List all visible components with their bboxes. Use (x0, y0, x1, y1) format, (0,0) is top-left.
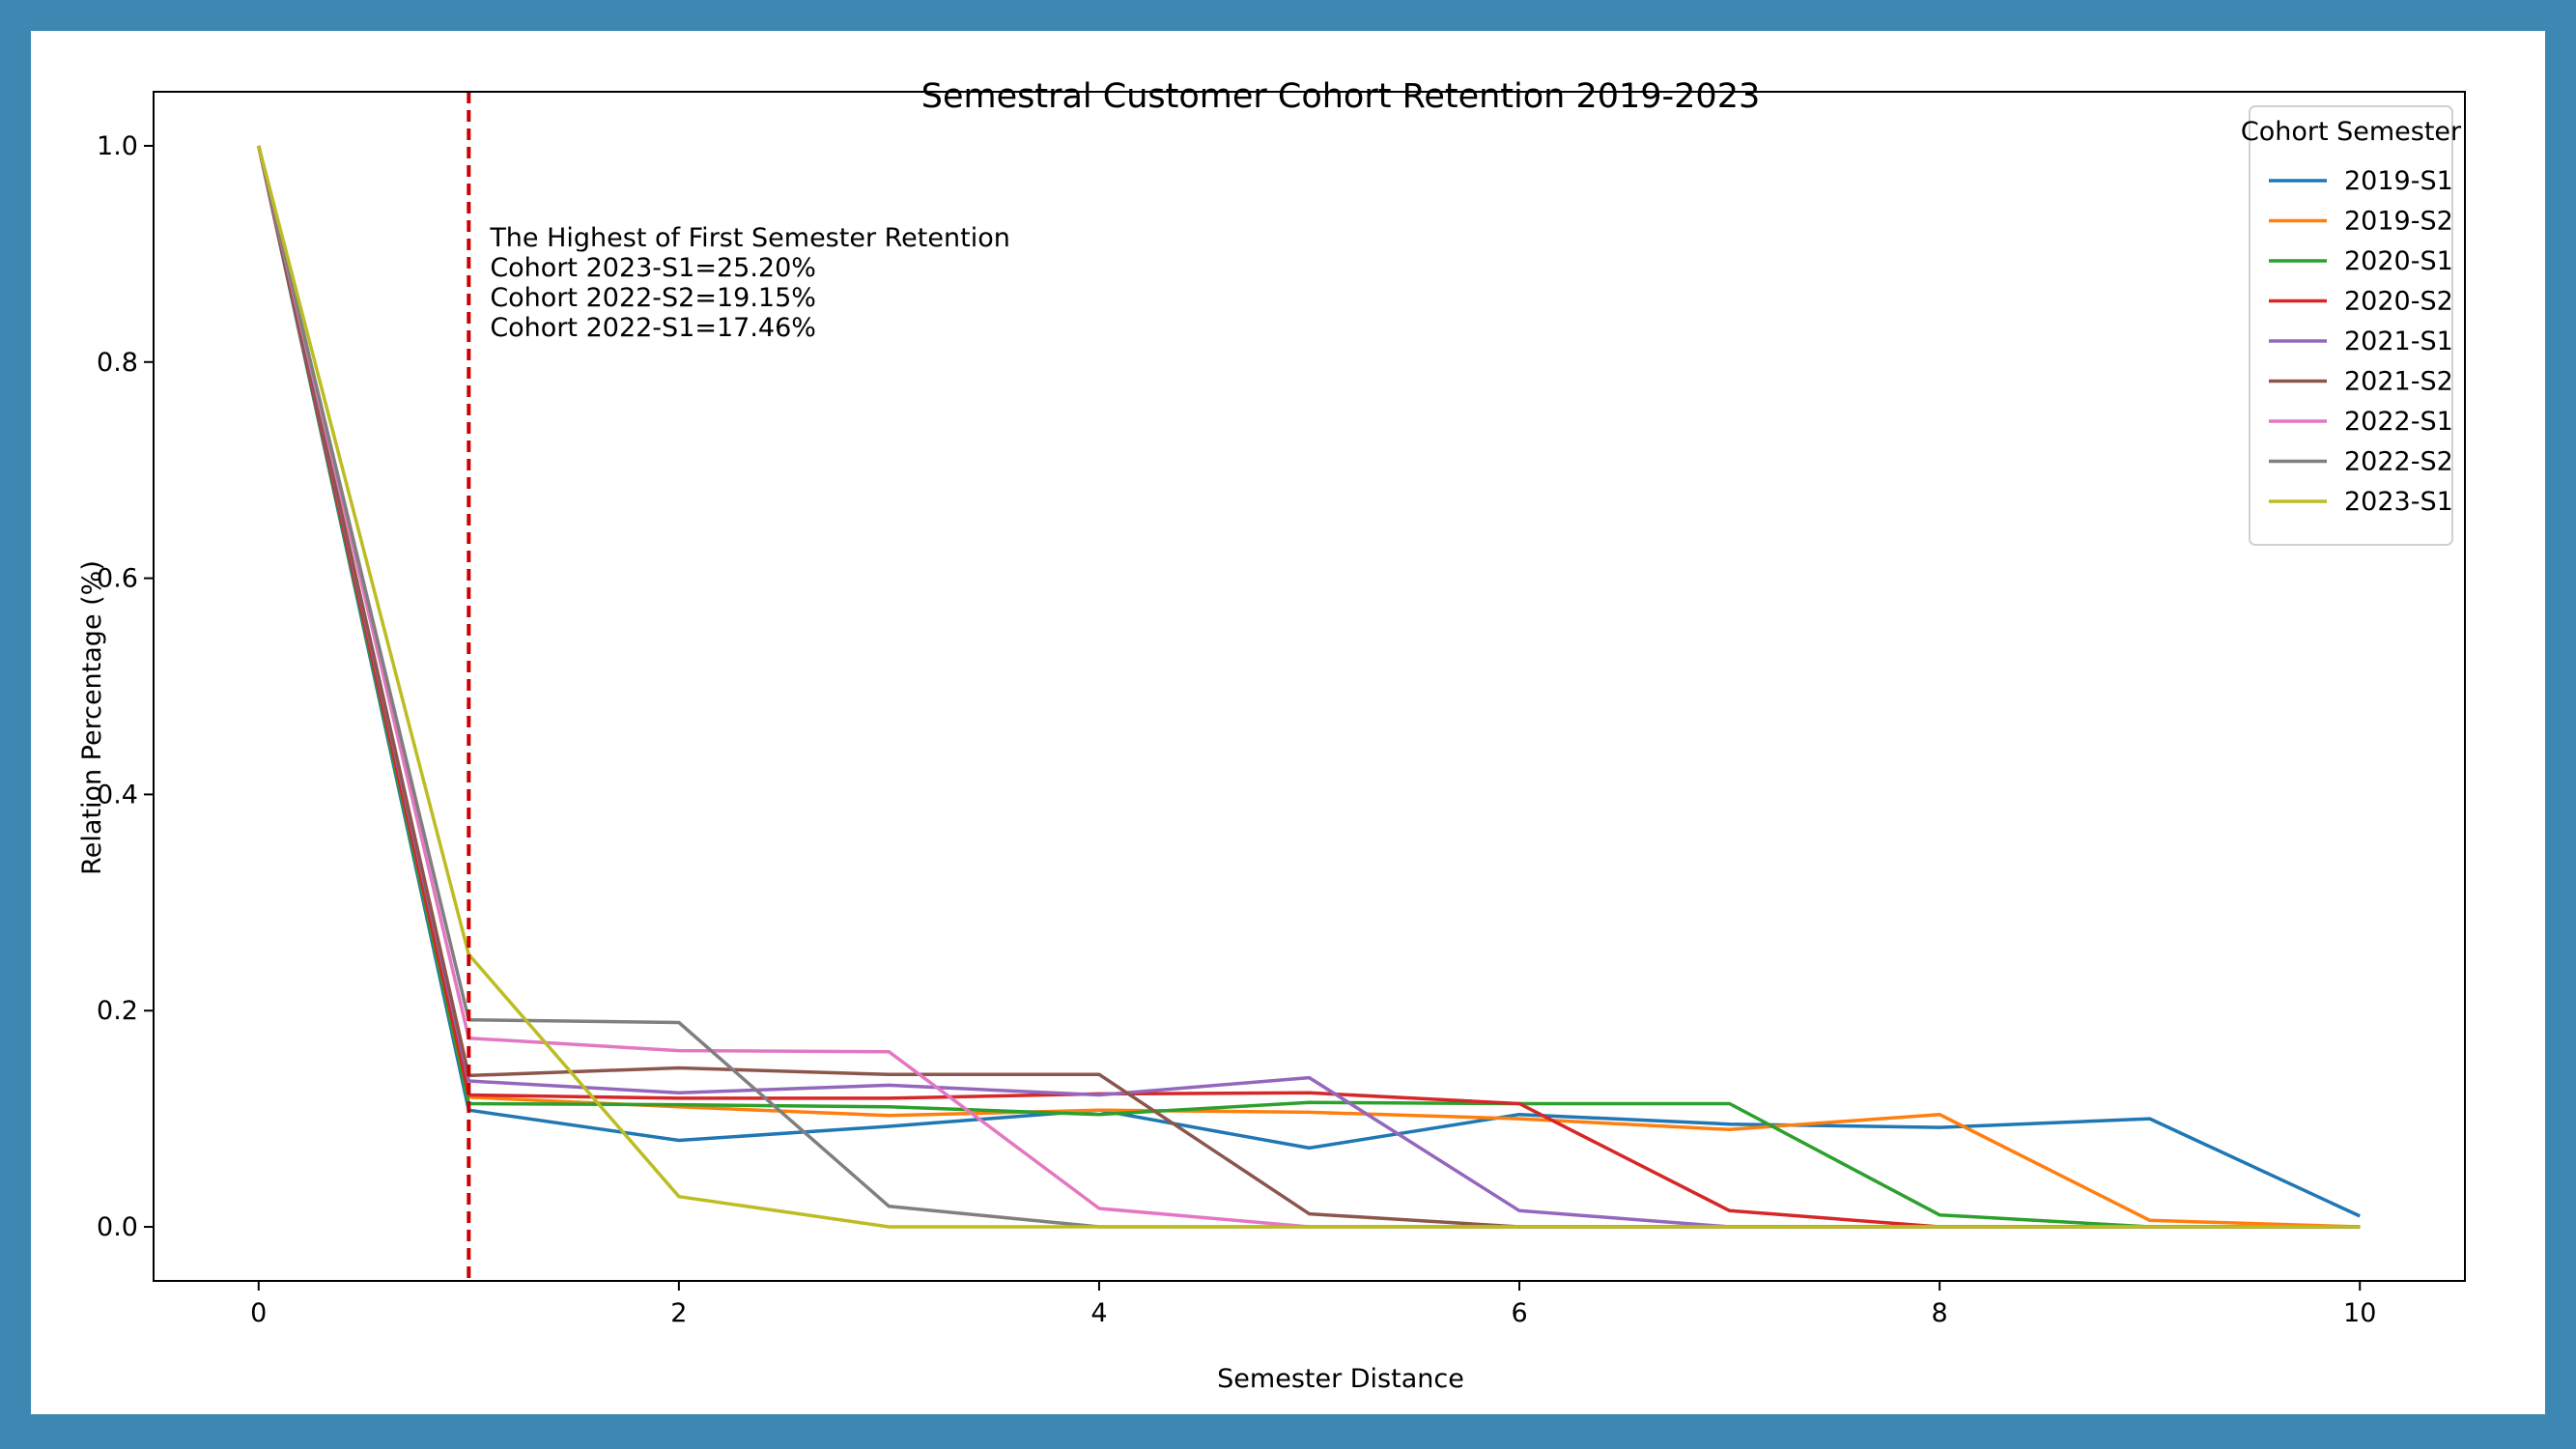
y-axis-label: Relation Percentage (%) (77, 560, 107, 875)
legend-label-2019-S2: 2019-S2 (2344, 207, 2453, 237)
legend-label-2019-S1: 2019-S1 (2344, 166, 2453, 196)
y-tick-label: 0.8 (97, 348, 138, 378)
annotation-line: Cohort 2022-S2=19.15% (490, 283, 816, 313)
legend-label-2023-S1: 2023-S1 (2344, 487, 2453, 517)
x-tick-label: 0 (250, 1298, 267, 1328)
x-axis-label: Semester Distance (1217, 1364, 1464, 1394)
plot-frame (153, 91, 2466, 1282)
legend-label-2020-S1: 2020-S1 (2344, 246, 2453, 276)
y-tick-label: 0.2 (97, 996, 138, 1026)
annotation-line: The Highest of First Semester Retention (489, 223, 1010, 253)
y-tick-label: 0.4 (97, 780, 138, 810)
legend-label-2021-S2: 2021-S2 (2344, 367, 2453, 397)
series-line-2023-S1 (257, 145, 2361, 1229)
chart-title: Semestral Customer Cohort Retention 2019… (921, 77, 1761, 116)
x-tick-label: 6 (1511, 1298, 1527, 1328)
series-line-2019-S1 (257, 145, 2361, 1218)
x-tick-label: 10 (2343, 1298, 2376, 1328)
series-line-2020-S1 (257, 145, 2361, 1229)
legend-label-2021-S1: 2021-S1 (2344, 327, 2453, 356)
legend-label-2020-S2: 2020-S2 (2344, 287, 2453, 317)
annotation-line: Cohort 2022-S1=17.46% (490, 313, 816, 343)
retention-line-chart: Semestral Customer Cohort Retention 2019… (77, 77, 2466, 1394)
x-tick-label: 2 (670, 1298, 687, 1328)
annotation-line: Cohort 2023-S1=25.20% (490, 253, 816, 283)
y-tick-label: 0.6 (97, 564, 138, 594)
y-tick-label: 1.0 (97, 131, 138, 161)
figure-frame: Semestral Customer Cohort Retention 2019… (31, 31, 2545, 1414)
legend-box (2249, 105, 2453, 546)
legend-title: Cohort Semester (2241, 117, 2462, 147)
y-tick-label: 0.0 (97, 1212, 138, 1242)
legend-label-2022-S1: 2022-S1 (2344, 407, 2453, 437)
x-tick-label: 8 (1932, 1298, 1948, 1328)
series-group (257, 145, 2361, 1229)
legend-label-2022-S2: 2022-S2 (2344, 447, 2453, 477)
x-tick-label: 4 (1090, 1298, 1107, 1328)
